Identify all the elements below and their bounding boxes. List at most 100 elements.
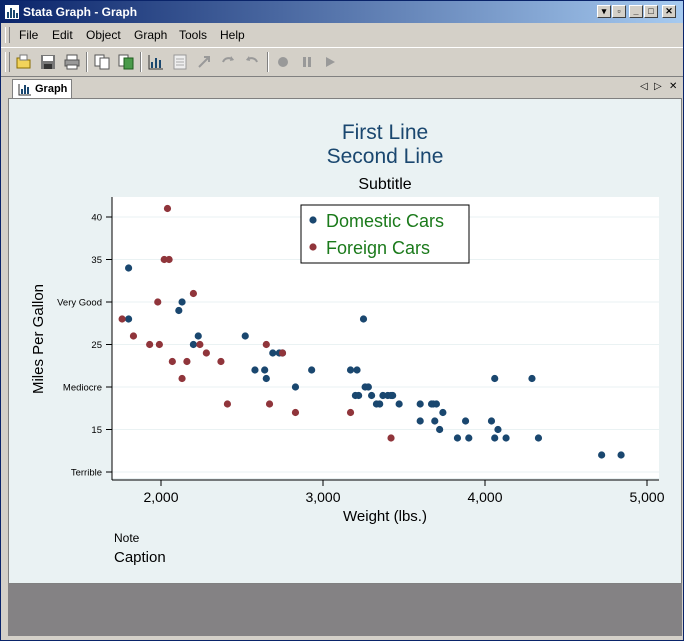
point-domestic (368, 391, 376, 400)
minimize-button[interactable]: _ (629, 5, 643, 18)
point-domestic (125, 264, 133, 272)
tab-scroll-left-icon[interactable]: ◁ (640, 81, 648, 92)
point-domestic (359, 315, 368, 323)
data-points (118, 204, 625, 459)
point-domestic (175, 306, 183, 315)
maximize-button[interactable]: □ (644, 5, 658, 18)
x-tick-label: 2,000 (143, 489, 178, 505)
title-bar: Stata Graph - Graph ▾ ▫ _ □ ✕ (1, 1, 683, 23)
menu-arrow-button[interactable]: ▾ (597, 5, 611, 18)
menu-graph[interactable]: Graph (134, 28, 168, 42)
graph-window-bottom-band (8, 584, 682, 636)
copy-icon[interactable] (93, 53, 111, 71)
point-domestic (461, 417, 470, 425)
window-title: Stata Graph - Graph (23, 5, 138, 19)
point-domestic (241, 332, 249, 340)
point-domestic (389, 391, 397, 400)
point-domestic (487, 417, 496, 425)
tab-graph[interactable]: Graph (12, 79, 72, 98)
chart-caption: Caption (114, 549, 166, 566)
point-foreign (178, 374, 186, 383)
point-foreign (291, 408, 300, 417)
toolbar-grip[interactable] (5, 52, 10, 72)
chart-subtitle: Subtitle (358, 176, 411, 193)
pointer-icon[interactable] (195, 53, 213, 71)
y-tick-label: 40 (91, 213, 102, 224)
point-domestic (178, 298, 186, 306)
play-icon[interactable] (321, 53, 339, 71)
record-icon[interactable] (274, 53, 292, 71)
scatter-chart: First Line Second Line Subtitle Terrible… (30, 121, 665, 566)
point-domestic (528, 374, 536, 383)
point-foreign (223, 400, 232, 408)
redo-icon[interactable] (243, 53, 261, 71)
x-axis-ticks: 2,000 3,000 4,000 5,000 (143, 480, 665, 505)
point-foreign (168, 357, 176, 366)
point-domestic (491, 374, 499, 383)
stata-graph-app-icon (5, 5, 19, 19)
tab-close-icon[interactable]: ✕ (669, 81, 678, 92)
point-domestic (364, 383, 372, 391)
point-domestic (395, 400, 403, 408)
point-domestic (431, 417, 439, 425)
tab-graph-label: Graph (35, 83, 68, 95)
undo-icon[interactable] (219, 53, 237, 71)
point-domestic (502, 434, 510, 442)
toolbar (1, 47, 683, 76)
point-domestic (262, 374, 270, 383)
point-foreign (265, 400, 274, 408)
menu-help[interactable]: Help (220, 28, 245, 42)
y-axis-label: Miles Per Gallon (30, 284, 47, 394)
point-domestic (355, 391, 363, 400)
chart-title-line-1: First Line (342, 121, 428, 144)
menu-tools[interactable]: Tools (179, 28, 208, 42)
point-domestic (439, 408, 447, 417)
restore-doc-button[interactable]: ▫ (612, 5, 626, 18)
point-domestic (189, 340, 197, 349)
y-tick-label: Very Good (57, 298, 102, 309)
point-domestic (346, 366, 355, 374)
pause-icon[interactable] (298, 53, 316, 71)
point-foreign (118, 315, 126, 323)
x-tick-label: 3,000 (305, 489, 340, 505)
x-tick-label: 4,000 (467, 489, 502, 505)
point-domestic (308, 366, 316, 374)
y-tick-label: 35 (91, 255, 102, 266)
copy-graph-icon[interactable] (117, 53, 135, 71)
chart-note: Note (114, 531, 140, 545)
data-editor-icon[interactable] (171, 53, 189, 71)
point-foreign (189, 289, 197, 298)
point-domestic (432, 400, 440, 408)
menu-object[interactable]: Object (86, 28, 121, 42)
point-foreign (278, 349, 287, 357)
tab-scroll-right-icon[interactable]: ▷ (654, 81, 662, 92)
point-domestic (261, 366, 269, 374)
open-icon[interactable] (15, 53, 33, 71)
point-domestic (494, 425, 502, 434)
menu-edit[interactable]: Edit (52, 28, 73, 42)
menu-file[interactable]: File (19, 28, 39, 42)
x-axis-label: Weight (lbs.) (343, 508, 427, 525)
point-domestic (416, 417, 424, 425)
point-domestic (376, 400, 384, 408)
toolbar-separator (267, 52, 269, 72)
close-button[interactable]: ✕ (662, 5, 676, 18)
y-tick-label: Mediocre (63, 383, 102, 394)
menu-grip[interactable] (5, 27, 10, 43)
print-icon[interactable] (63, 53, 81, 71)
legend: Domestic Cars Foreign Cars (300, 204, 470, 264)
graph-editor-icon[interactable] (147, 53, 165, 71)
y-tick-label: Terrible (71, 468, 102, 479)
legend-label-domestic: Domestic Cars (326, 211, 444, 231)
point-domestic (269, 349, 277, 357)
point-domestic (416, 400, 424, 408)
point-foreign (217, 357, 225, 366)
point-domestic (491, 434, 499, 442)
legend-marker-domestic (309, 216, 317, 224)
x-tick-label: 5,000 (629, 489, 664, 505)
tab-strip: Graph ◁ ▷ ✕ (1, 76, 683, 99)
save-icon[interactable] (39, 53, 57, 71)
point-domestic (353, 366, 361, 374)
graph-area: First Line Second Line Subtitle Terrible… (8, 98, 682, 584)
